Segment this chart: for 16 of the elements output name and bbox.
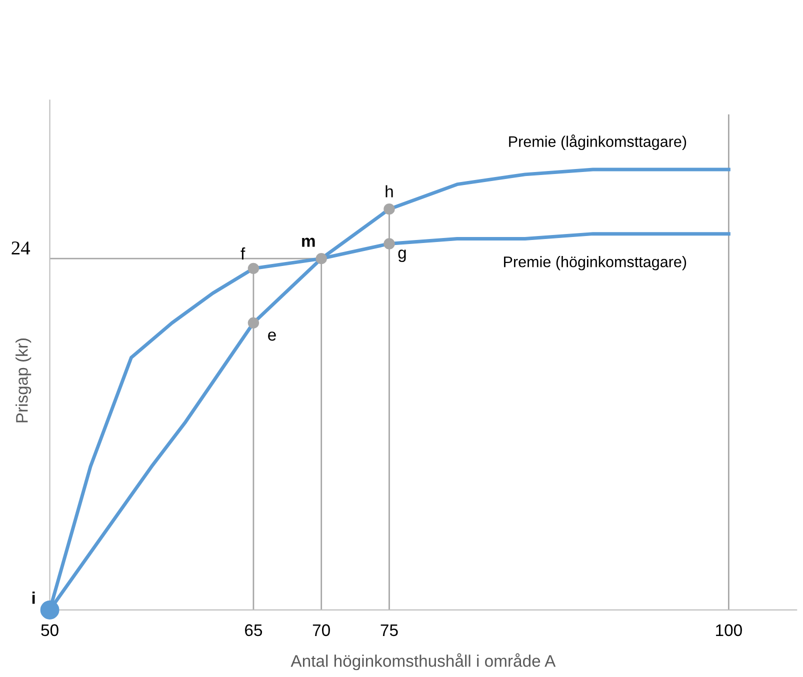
x-tick-label: 50 xyxy=(41,624,58,636)
annotation: g xyxy=(398,250,406,262)
annotation: e xyxy=(268,332,276,341)
x-tick-label: 100 xyxy=(716,624,742,636)
x-tick-label: 65 xyxy=(245,624,262,636)
annotation: m xyxy=(302,238,315,247)
annotation: h xyxy=(386,185,393,198)
x-tick-label: 70 xyxy=(312,624,330,636)
series-label: Premie (låginkomsttagare) xyxy=(509,134,686,150)
x-tick-label: 75 xyxy=(380,624,398,636)
x-axis-title: Antal höginkomsthushåll i område A xyxy=(290,653,556,670)
annotation: i xyxy=(32,592,35,604)
y-axis-title: Prisgap (kr) xyxy=(16,338,32,422)
series-label: Premie (höginkomsttagare) xyxy=(504,256,686,270)
annotation: 24 xyxy=(12,242,30,254)
annotation: f xyxy=(240,247,246,260)
